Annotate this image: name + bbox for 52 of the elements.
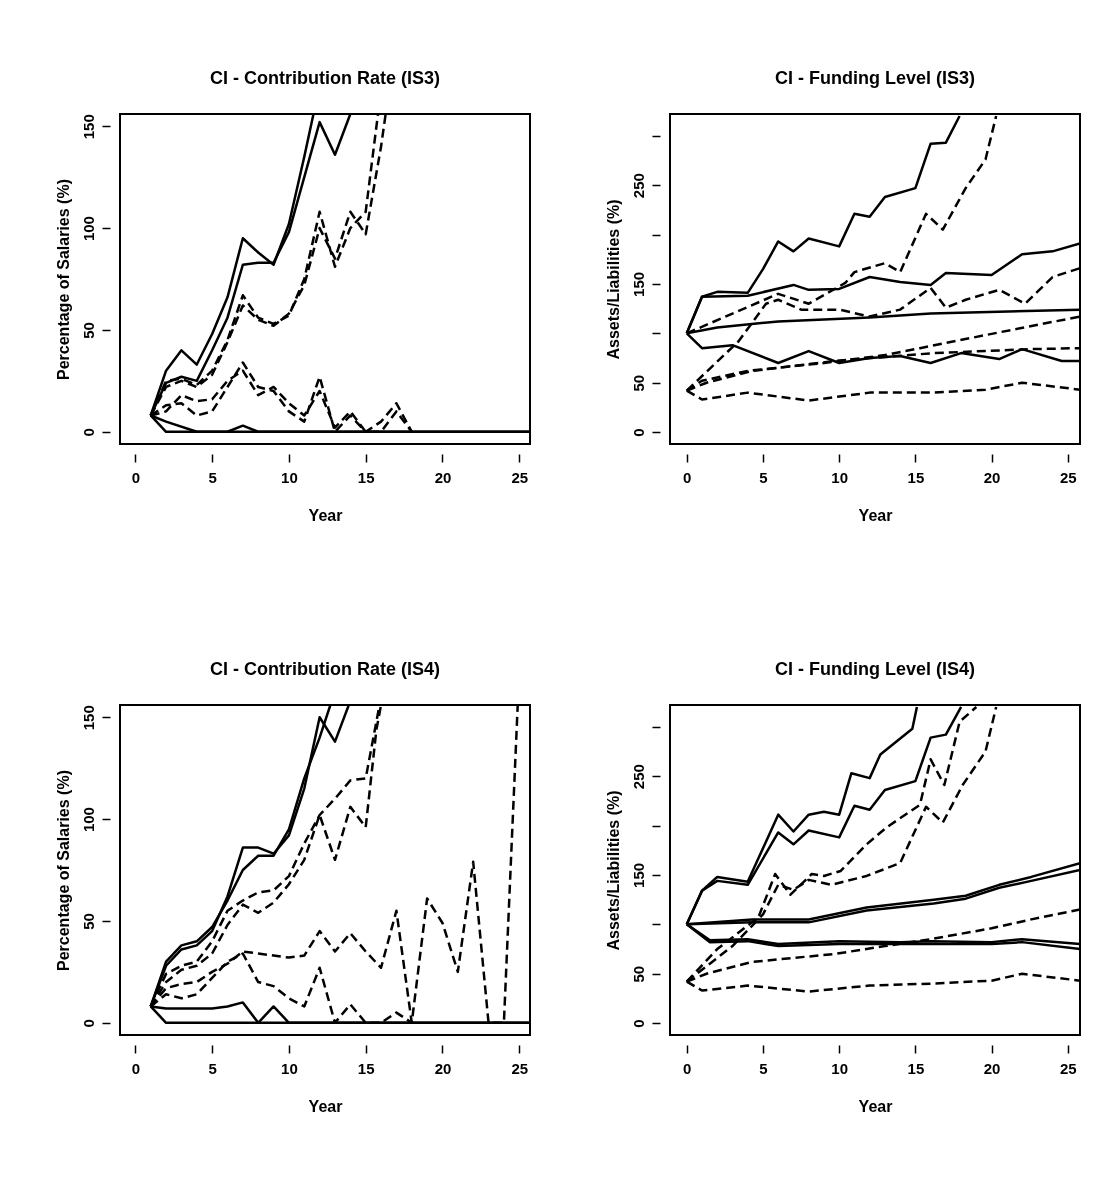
y-tick-label: 150 <box>629 271 647 297</box>
y-tick-label: 250 <box>629 173 647 199</box>
y-tick-label: 50 <box>629 965 647 983</box>
x-axis-title: Year <box>858 1097 893 1115</box>
x-tick-label: 0 <box>683 468 692 486</box>
y-tick-label: 50 <box>79 913 97 930</box>
x-tick-label: 25 <box>511 468 529 486</box>
x-tick-label: 10 <box>281 468 298 486</box>
chart-title: CI - Funding Level (IS3) <box>774 68 976 88</box>
y-axis-title: Assets/Liabilities (%) <box>604 790 622 951</box>
y-tick-label: 150 <box>79 705 97 731</box>
x-tick-label: 20 <box>434 468 452 486</box>
x-tick-label: 10 <box>831 468 849 486</box>
x-tick-label: 5 <box>759 468 768 486</box>
chart-title: CI - Funding Level (IS4) <box>774 659 976 679</box>
x-tick-label: 20 <box>434 1059 452 1077</box>
x-axis-title: Year <box>858 506 893 524</box>
x-tick-label: 25 <box>1059 1059 1077 1077</box>
x-tick-label: 20 <box>983 1059 1001 1077</box>
x-tick-label: 5 <box>759 1059 768 1077</box>
x-tick-label: 15 <box>357 468 375 486</box>
x-tick-label: 15 <box>907 468 925 486</box>
y-tick-label: 0 <box>79 428 97 437</box>
x-axis-title: Year <box>308 1097 343 1115</box>
x-tick-label: 10 <box>281 1059 298 1077</box>
x-tick-label: 15 <box>907 1059 925 1077</box>
x-tick-label: 0 <box>131 1059 141 1077</box>
x-tick-label: 10 <box>831 1059 849 1077</box>
x-tick-label: 0 <box>131 468 141 486</box>
y-axis-title: Percentage of Salaries (%) <box>54 770 72 971</box>
x-tick-label: 25 <box>1059 468 1077 486</box>
x-axis-title: Year <box>308 506 343 524</box>
y-tick-label: 100 <box>79 216 97 242</box>
x-tick-label: 25 <box>511 1059 529 1077</box>
y-tick-label: 50 <box>629 374 647 392</box>
y-axis-title: Percentage of Salaries (%) <box>54 179 72 380</box>
y-tick-label: 250 <box>629 764 647 790</box>
y-tick-label: 50 <box>79 322 97 339</box>
x-tick-label: 5 <box>208 468 217 486</box>
y-tick-label: 0 <box>629 428 647 437</box>
y-tick-label: 150 <box>79 114 97 140</box>
x-tick-label: 15 <box>357 1059 375 1077</box>
x-tick-label: 5 <box>208 1059 217 1077</box>
x-tick-label: 0 <box>683 1059 692 1077</box>
chart-title: CI - Contribution Rate (IS3) <box>210 67 440 88</box>
x-tick-label: 20 <box>983 468 1001 486</box>
y-axis-title: Assets/Liabilities (%) <box>604 199 622 360</box>
y-tick-label: 150 <box>629 862 647 888</box>
chart-title: CI - Contribution Rate (IS4) <box>210 658 440 679</box>
y-tick-label: 100 <box>79 807 97 833</box>
y-tick-label: 0 <box>629 1019 647 1028</box>
y-tick-label: 0 <box>79 1019 97 1028</box>
